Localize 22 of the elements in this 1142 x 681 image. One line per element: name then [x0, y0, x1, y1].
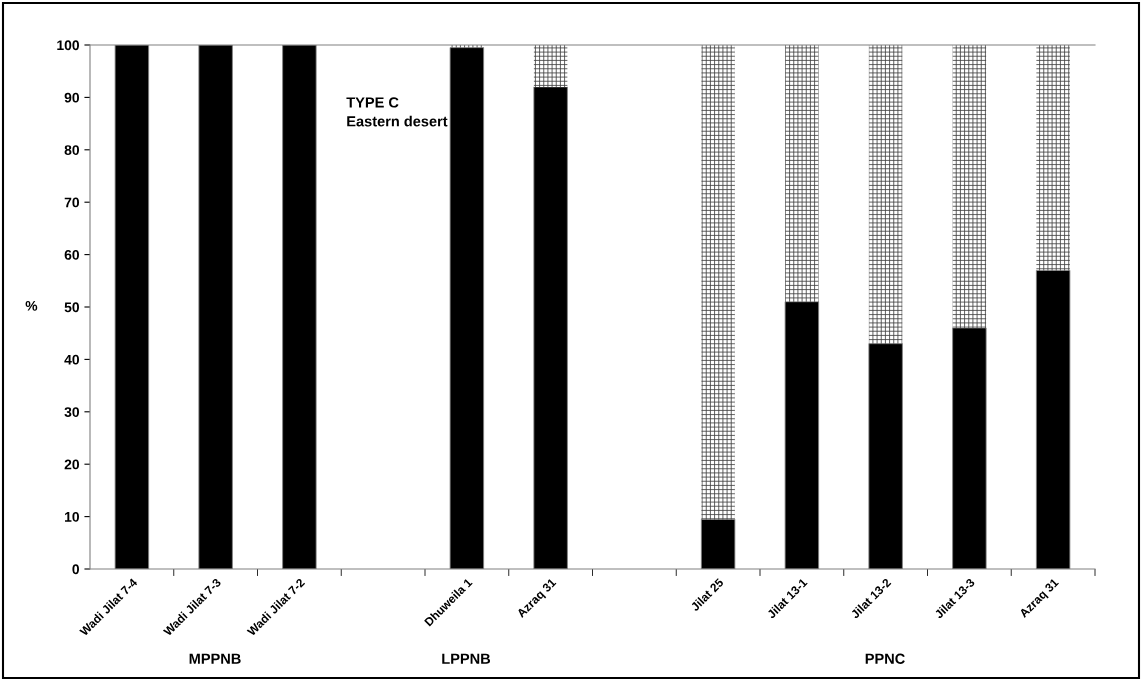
bar [533, 45, 568, 87]
y-tick-label: 30 [64, 407, 80, 417]
text: PPNC [865, 653, 905, 664]
bar [952, 45, 987, 328]
y-tick-label: 60 [64, 249, 80, 260]
bar [785, 45, 819, 302]
text: LPPNB [442, 653, 491, 664]
text: MPPNB [189, 653, 241, 664]
y-tick-label: 80 [64, 145, 80, 155]
y-tick-label: 0 [72, 564, 80, 575]
y-tick-label: 10 [65, 511, 80, 522]
bar [1036, 45, 1070, 271]
y-tick-label: 70 [64, 197, 80, 208]
y-tick-label: 100 [57, 40, 80, 51]
bar [868, 45, 903, 344]
y-tick-label: 90 [64, 92, 80, 103]
annotation: TYPE C Eastern desert [346, 97, 448, 127]
y-tick-label: 20 [64, 459, 80, 470]
y-tick-label: 40 [64, 354, 80, 365]
y-axis-title: % [25, 300, 38, 311]
y-tick-label: 50 [64, 302, 80, 313]
bar [701, 45, 735, 520]
